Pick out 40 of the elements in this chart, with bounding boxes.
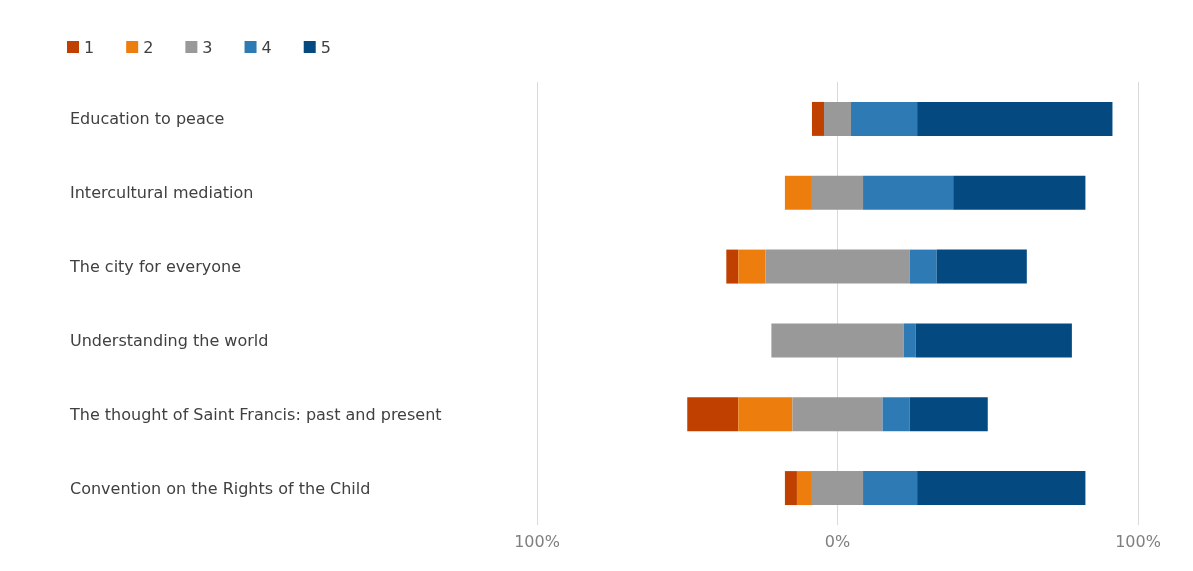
bar [765,249,910,284]
bar [784,471,797,506]
x-tick-label: 0% [824,531,851,551]
bar [726,249,739,284]
legend-label: 2 [143,37,154,57]
bar [796,471,812,506]
y-tick-label: Understanding the world [70,330,269,350]
bar [917,471,1086,506]
bar [909,249,937,284]
bar [863,175,954,210]
bar [953,175,1086,210]
y-tick-label: Education to peace [70,109,225,129]
legend-label: 5 [320,37,331,57]
bar [917,101,1113,136]
bar [882,397,910,432]
legend-label: 3 [202,37,213,57]
bar [863,471,918,506]
legend-label: 1 [84,37,95,57]
y-tick-label: Convention on the Rights of the Child [70,478,371,498]
x-tick-label: 100% [1115,531,1161,551]
bar [811,471,864,506]
bar [851,101,918,136]
y-tick-label: The thought of Saint Francis: past and present [69,404,442,424]
legend-label: 4 [261,37,272,57]
bar [915,323,1072,358]
y-tick-label: The city for everyone [69,257,241,277]
bar [909,397,988,432]
bar [811,101,824,136]
bar [738,397,793,432]
bar [771,323,904,358]
bar [687,397,739,432]
x-tick-label: 100% [514,531,560,551]
y-tick-label: Intercultural mediation [70,183,254,203]
bar [792,397,883,432]
bar [784,175,812,210]
bar [903,323,916,358]
bar [811,175,864,210]
bar [936,249,1027,284]
bar [738,249,766,284]
bar [823,101,852,136]
